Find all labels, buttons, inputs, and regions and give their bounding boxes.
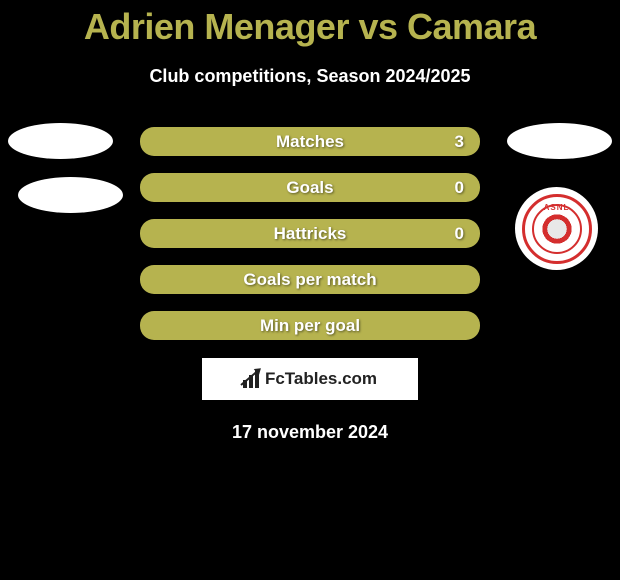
- stat-label: Goals per match: [243, 270, 376, 290]
- stat-label: Matches: [276, 132, 344, 152]
- season-subtitle: Club competitions, Season 2024/2025: [0, 66, 620, 87]
- stat-value: 0: [455, 224, 464, 244]
- stat-label: Hattricks: [274, 224, 347, 244]
- page-title: Adrien Menager vs Camara: [0, 0, 620, 48]
- stat-bar-matches: Matches 3: [140, 127, 480, 156]
- stat-label: Min per goal: [260, 316, 360, 336]
- stat-label: Goals: [286, 178, 333, 198]
- stat-bar-hattricks: Hattricks 0: [140, 219, 480, 248]
- club-badge-right: ASNL: [515, 187, 598, 270]
- club-badge-inner: ASNL: [522, 194, 592, 264]
- club-badge-text: ASNL: [525, 203, 589, 212]
- stat-bar-goals-per-match: Goals per match: [140, 265, 480, 294]
- player-avatar-right-top: [507, 123, 612, 159]
- player-avatar-left-top: [8, 123, 113, 159]
- chart-icon: [243, 370, 259, 388]
- stat-bar-goals: Goals 0: [140, 173, 480, 202]
- stat-value: 3: [455, 132, 464, 152]
- stat-value: 0: [455, 178, 464, 198]
- date-label: 17 november 2024: [0, 422, 620, 443]
- player-avatar-left-bottom: [18, 177, 123, 213]
- brand-label: FcTables.com: [265, 369, 377, 389]
- stat-area: ASNL Matches 3 Goals 0 Hattricks 0 Goals…: [0, 127, 620, 340]
- fctables-link[interactable]: FcTables.com: [202, 358, 418, 400]
- stat-bar-min-per-goal: Min per goal: [140, 311, 480, 340]
